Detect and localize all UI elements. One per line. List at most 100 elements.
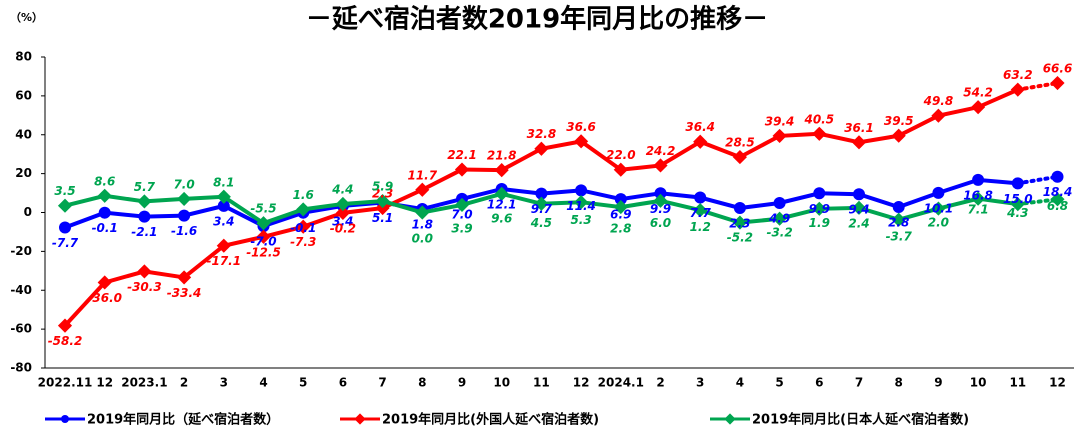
marker	[97, 275, 112, 290]
marker	[1050, 192, 1065, 207]
marker	[773, 196, 786, 209]
marker	[772, 128, 787, 143]
x-tick-label: 8	[418, 376, 426, 390]
data-label: 5.3	[570, 213, 591, 227]
marker	[256, 229, 271, 244]
data-label: 3.4	[332, 214, 353, 228]
y-tick-label: 0	[24, 205, 32, 219]
marker	[653, 158, 668, 173]
marker	[931, 108, 946, 123]
marker	[1051, 170, 1064, 183]
marker	[296, 219, 311, 234]
marker	[693, 134, 708, 149]
data-label: 1.2	[690, 220, 711, 234]
data-label: 54.2	[963, 86, 993, 100]
marker	[217, 199, 230, 212]
data-label: 3.4	[213, 214, 234, 228]
data-label: 49.8	[923, 94, 954, 108]
marker	[415, 205, 430, 220]
data-label: 16.8	[963, 188, 993, 202]
x-tick-label: 10	[970, 376, 987, 390]
marker	[138, 210, 151, 223]
marker	[296, 202, 311, 217]
data-label: 4.9	[768, 211, 790, 225]
marker	[137, 194, 152, 209]
marker	[535, 187, 548, 200]
x-tick-label: 6	[339, 376, 347, 390]
x-tick-label: 2	[656, 376, 664, 390]
data-label: 7.0	[451, 207, 472, 221]
marker	[732, 150, 747, 165]
marker	[1010, 197, 1025, 212]
x-tick-label: 8	[895, 376, 903, 390]
marker	[534, 141, 549, 156]
x-tick-label: 12	[573, 376, 590, 390]
x-tick-label: 9	[458, 376, 466, 390]
x-tick-label: 9	[934, 376, 942, 390]
marker	[1011, 177, 1024, 190]
marker	[812, 126, 827, 141]
chart-title: －延べ宿泊者数2019年同月比の推移－	[306, 4, 768, 35]
data-label: 4.5	[530, 216, 552, 230]
marker	[851, 135, 867, 150]
data-label: -7.7	[52, 236, 79, 250]
data-label: 9.9	[809, 202, 830, 216]
data-label: -5.2	[727, 231, 753, 245]
data-label: -0.2	[330, 221, 356, 235]
data-label: 11.4	[566, 199, 596, 213]
marker	[98, 206, 111, 219]
y-tick-label: 20	[15, 166, 32, 180]
legend-marker	[61, 415, 69, 423]
legend-label: 2019年同月比（延べ宿泊者数）	[87, 412, 279, 428]
data-label: -30.3	[127, 280, 162, 294]
data-label: 10.1	[924, 201, 954, 215]
marker	[97, 188, 112, 203]
data-label: 39.4	[765, 114, 795, 128]
data-label: -3.7	[886, 230, 913, 244]
data-label: -17.1	[207, 254, 242, 268]
data-label: 63.2	[1003, 68, 1033, 82]
legend-item: 2019年同月比（延べ宿泊者数）	[45, 412, 279, 428]
marker	[454, 197, 470, 212]
data-label: 5.7	[134, 180, 156, 194]
data-label: 5.9	[372, 180, 393, 194]
data-label: 18.4	[1043, 185, 1073, 199]
legend-marker	[354, 413, 366, 425]
marker	[137, 264, 152, 279]
x-tick-label: 11	[533, 376, 550, 390]
data-label: 4.3	[1006, 206, 1028, 220]
marker	[772, 211, 787, 226]
legend-marker	[724, 413, 736, 425]
marker	[891, 128, 906, 143]
data-label: -7.0	[250, 235, 276, 249]
y-tick-label: 80	[15, 50, 32, 64]
data-label: 2.4	[848, 217, 869, 231]
y-axis-label: （%）	[10, 11, 43, 24]
data-label: 9.4	[848, 203, 869, 217]
data-label: 6.0	[650, 216, 671, 230]
data-label: -33.4	[167, 286, 202, 300]
data-label: -12.5	[246, 245, 281, 259]
marker	[178, 209, 191, 222]
y-tick-label: 60	[15, 88, 32, 102]
marker	[177, 191, 192, 206]
x-tick-label: 2023.1	[121, 376, 167, 390]
data-label: -1.6	[171, 224, 197, 238]
data-label: 6.8	[1047, 199, 1068, 213]
marker	[177, 270, 192, 285]
data-label: 22.1	[447, 148, 477, 162]
data-label: 39.5	[884, 114, 914, 128]
legend-label: 2019年同月比(日本人延べ宿泊者数)	[752, 412, 969, 428]
marker	[972, 173, 985, 186]
series-line-dotted	[1015, 81, 1060, 92]
marker	[614, 193, 627, 206]
data-label: 28.5	[725, 136, 755, 150]
data-label: 7.1	[967, 202, 988, 216]
marker	[256, 216, 271, 231]
marker	[454, 162, 470, 177]
x-tick-label: 7	[855, 376, 863, 390]
data-label: 7.7	[690, 206, 712, 220]
x-tick-label: 12	[96, 376, 113, 390]
data-label: 11.7	[407, 168, 437, 182]
y-tick-label: -40	[10, 283, 32, 297]
